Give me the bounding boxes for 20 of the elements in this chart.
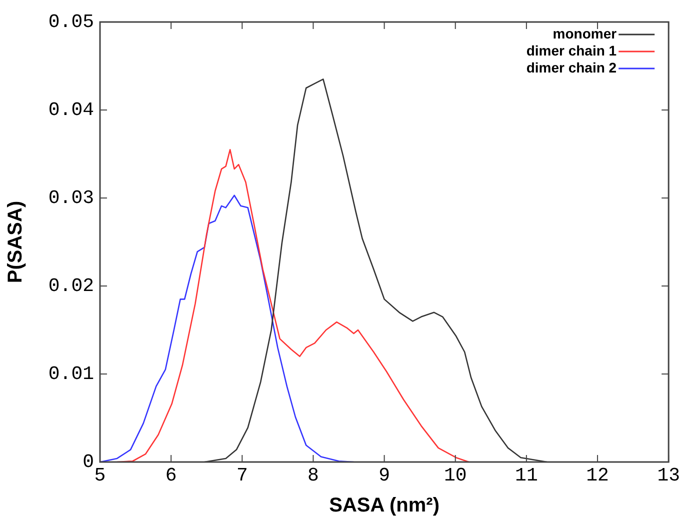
y-tick-label: 0.02 [48,275,94,298]
y-tick-label: 0.05 [48,11,94,34]
x-axis-title: SASA (nm²) [329,494,440,517]
y-tick-label: 0.04 [48,99,94,122]
x-tick-label: 10 [444,464,467,486]
x-tick-label: 9 [378,464,390,486]
x-tick-label: 13 [657,464,680,486]
x-tick-label: 7 [236,464,248,486]
x-tick-label: 11 [515,464,538,486]
x-tick-label: 5 [94,464,106,486]
legend-label: dimer chain 1 [526,42,617,58]
legend-label: monomer [552,25,618,42]
y-tick-label: 0 [82,451,94,474]
y-tick-label: 0.03 [48,187,94,210]
x-tick-label: 12 [586,464,609,486]
y-tick-label: 0.01 [48,363,94,386]
x-tick-label: 8 [308,464,319,486]
x-tick-label: 6 [165,464,177,486]
legend-label: dimer chain 2 [526,59,617,76]
y-axis-title: P(SASA) [4,200,27,284]
